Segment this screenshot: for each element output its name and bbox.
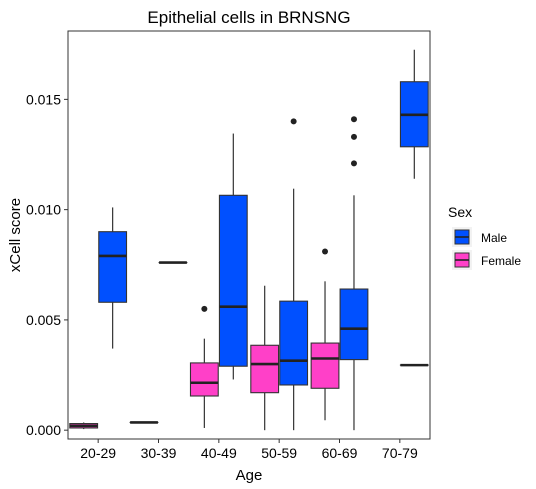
chart-title: Epithelial cells in BRNSNG: [147, 8, 350, 27]
x-tick-label: 70-79: [382, 445, 418, 461]
y-axis-label: xCell score: [7, 198, 24, 272]
legend-title: Sex: [448, 204, 472, 220]
y-tick-label: 0.000: [26, 422, 61, 438]
legend: Sex Male Female: [448, 204, 521, 270]
male-box-20-29: [98, 207, 128, 349]
plot-panel: [67, 30, 431, 440]
x-axis: 20-29 30-39 40-49 50-59 60-69 70-79: [80, 439, 418, 461]
y-tick-label: 0.010: [26, 202, 61, 218]
box-iqr: [279, 300, 309, 386]
outlier-point: [322, 248, 329, 255]
x-tick-label: 30-39: [141, 445, 177, 461]
outlier-point: [290, 118, 297, 125]
box-iqr: [339, 288, 369, 361]
legend-label: Male: [481, 231, 507, 245]
male-box-40-49: [218, 133, 248, 380]
outlier-point: [350, 160, 357, 167]
legend-label: Female: [481, 254, 521, 268]
x-tick-label: 20-29: [80, 445, 116, 461]
female-box-40-49: [189, 305, 219, 428]
male-box-50-59: [279, 118, 309, 431]
outlier-point: [201, 305, 208, 312]
box-iqr: [250, 344, 280, 394]
y-tick-label: 0.005: [26, 312, 61, 328]
y-axis: 0.000 0.005 0.010 0.015: [26, 91, 68, 438]
legend-item-male: Male: [452, 227, 507, 247]
outlier-point: [350, 133, 357, 140]
x-axis-label: Age: [236, 467, 263, 484]
x-tick-label: 60-69: [322, 445, 358, 461]
x-tick-label: 50-59: [261, 445, 297, 461]
plot-marks: [69, 49, 429, 431]
box-iqr: [98, 231, 128, 303]
outlier-point: [350, 116, 357, 123]
legend-item-female: Female: [452, 250, 521, 270]
box-iqr: [189, 362, 219, 397]
male-box-60-69: [339, 116, 369, 431]
box-iqr: [310, 342, 340, 389]
y-tick-label: 0.015: [26, 91, 61, 107]
male-box-70-79: [399, 49, 429, 179]
female-box-50-59: [250, 285, 280, 431]
box-iqr: [218, 194, 248, 367]
female-box-60-69: [310, 248, 340, 421]
x-tick-label: 40-49: [201, 445, 237, 461]
female-box-20-29: [69, 422, 99, 430]
